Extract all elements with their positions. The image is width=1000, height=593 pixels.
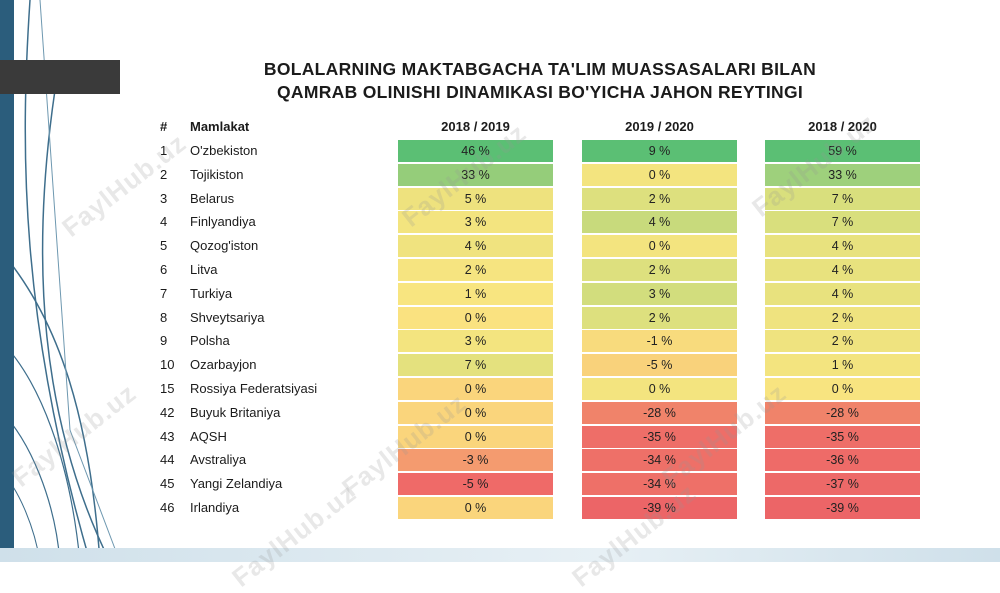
value-cell: 0 % (582, 378, 737, 400)
value-cell: 5 % (398, 187, 553, 210)
value-cell: 0 % (398, 306, 553, 329)
header-2018-2019: 2018 / 2019 (441, 119, 510, 134)
row-rank: 9 (160, 333, 168, 349)
row-rank: 1 (160, 143, 168, 158)
value-cell: -36 % (765, 449, 920, 472)
row-country: AQSH (190, 428, 227, 444)
row-country: O'zbekiston (190, 143, 258, 158)
row-rank: 3 (160, 190, 168, 206)
value-cell: 4 % (765, 282, 920, 305)
value-cell: -1 % (582, 330, 737, 353)
row-country: Tojikiston (190, 166, 244, 182)
row-country: Belarus (190, 190, 235, 206)
value-cell: -34 % (582, 449, 737, 472)
value-cell: 1 % (765, 354, 920, 377)
row-country: Litva (190, 262, 218, 277)
value-cell: -5 % (582, 354, 737, 377)
bottom-band (0, 548, 1000, 562)
value-cell: 7 % (398, 354, 553, 377)
value-cell: -28 % (582, 401, 737, 424)
row-country: Avstraliya (190, 452, 247, 468)
value-cell: -37 % (765, 473, 920, 496)
value-cell: 0 % (765, 378, 920, 400)
value-cell: 0 % (398, 497, 553, 519)
value-cell: 2 % (765, 330, 920, 353)
value-cell: 7 % (765, 187, 920, 210)
row-rank: 15 (160, 381, 175, 396)
row-country: Irlandiya (190, 500, 240, 515)
header-rank: # (160, 119, 168, 134)
value-cell: 4 % (582, 211, 737, 234)
value-cell: 4 % (398, 235, 553, 258)
row-country: Rossiya Federatsiyasi (190, 381, 318, 396)
value-cell: 9 % (582, 140, 737, 162)
value-cell: -28 % (765, 401, 920, 424)
header-2018-2020: 2018 / 2020 (808, 119, 877, 134)
value-cell: 33 % (398, 163, 553, 186)
row-rank: 5 (160, 238, 168, 254)
value-cell: -5 % (398, 473, 553, 496)
row-country: Turkiya (190, 285, 233, 301)
row-rank: 43 (160, 428, 175, 444)
value-cell: 1 % (398, 282, 553, 305)
row-country: Qozog'iston (190, 238, 259, 254)
row-rank: 7 (160, 285, 168, 301)
row-rank: 2 (160, 166, 168, 182)
row-rank: 4 (160, 214, 168, 230)
value-cell: 0 % (398, 425, 553, 448)
slide-tab-shape (0, 60, 120, 94)
value-cell: -35 % (765, 425, 920, 448)
row-country: Buyuk Britaniya (190, 404, 281, 420)
value-cell: 3 % (582, 282, 737, 305)
row-country: Finlyandiya (190, 214, 256, 230)
row-rank: 42 (160, 404, 175, 420)
value-cell: 0 % (582, 163, 737, 186)
row-rank: 46 (160, 500, 175, 515)
value-cell: -39 % (582, 497, 737, 519)
slide-title: BOLALARNING MAKTABGACHA TA'LIM MUASSASAL… (140, 58, 940, 104)
value-cell: 59 % (765, 140, 920, 162)
value-cell: -39 % (765, 497, 920, 519)
header-2019-2020: 2019 / 2020 (625, 119, 694, 134)
row-rank: 6 (160, 262, 168, 277)
row-rank: 44 (160, 452, 175, 468)
value-cell: 3 % (398, 330, 553, 353)
value-cell: 7 % (765, 211, 920, 234)
value-cell: 4 % (765, 259, 920, 281)
value-cell: 0 % (398, 401, 553, 424)
value-cell: 2 % (582, 259, 737, 281)
row-rank: 8 (160, 309, 168, 325)
value-cell: 2 % (398, 259, 553, 281)
value-cell: 33 % (765, 163, 920, 186)
value-cell: -3 % (398, 449, 553, 472)
value-cell: 2 % (582, 306, 737, 329)
value-cell: 0 % (582, 235, 737, 258)
value-cell: 46 % (398, 140, 553, 162)
left-accent-bar (0, 0, 14, 562)
row-rank: 45 (160, 476, 175, 492)
header-country: Mamlakat (190, 119, 250, 134)
row-rank: 10 (160, 357, 175, 373)
value-cell: 0 % (398, 378, 553, 400)
row-country: Yangi Zelandiya (190, 476, 283, 492)
value-cell: 2 % (765, 306, 920, 329)
title-line-1: BOLALARNING MAKTABGACHA TA'LIM MUASSASAL… (263, 59, 817, 79)
title-line-2: QAMRAB OLINISHI DINAMIKASI BO'YICHA JAHO… (276, 82, 804, 102)
value-cell: 2 % (582, 187, 737, 210)
value-cell: -35 % (582, 425, 737, 448)
row-country: Ozarbayjon (190, 357, 257, 373)
row-country: Shveytsariya (190, 309, 265, 325)
value-cell: 3 % (398, 211, 553, 234)
value-cell: -34 % (582, 473, 737, 496)
row-country: Polsha (190, 333, 230, 349)
value-cell: 4 % (765, 235, 920, 258)
